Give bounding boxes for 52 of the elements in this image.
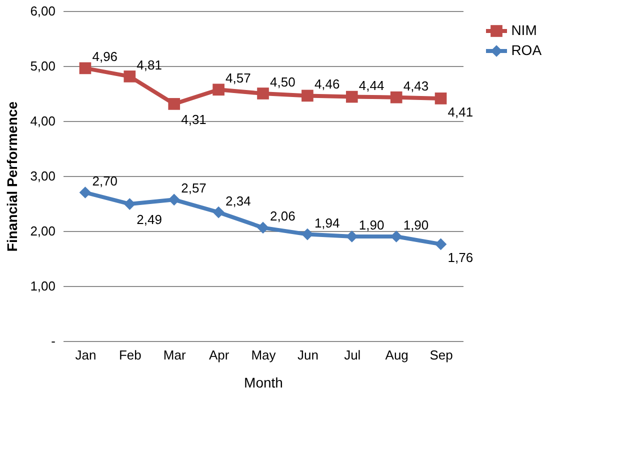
point bbox=[346, 90, 358, 103]
point bbox=[434, 238, 447, 250]
data-label: 4,44 bbox=[358, 78, 384, 93]
point bbox=[390, 91, 402, 104]
data-label: 4,96 bbox=[92, 49, 118, 64]
x-tick-label: Apr bbox=[208, 348, 230, 362]
data-label: 4,31 bbox=[181, 112, 206, 127]
data-label: 2,49 bbox=[136, 212, 162, 228]
data-label: 1,94 bbox=[314, 215, 340, 230]
data-label: 1,90 bbox=[403, 218, 429, 232]
x-tick-label: Jun bbox=[297, 348, 318, 362]
data-label: 2,57 bbox=[181, 180, 206, 196]
data-label: 4,57 bbox=[226, 70, 251, 86]
legend-label: NIM bbox=[511, 22, 537, 38]
x-tick-label: Jan bbox=[75, 348, 96, 362]
point bbox=[302, 90, 314, 102]
y-tick-label: 2,00 bbox=[30, 224, 56, 238]
x-tick-label: May bbox=[251, 348, 276, 362]
x-tick-label: Aug bbox=[385, 348, 408, 362]
data-label: 4,41 bbox=[448, 104, 474, 120]
point bbox=[168, 98, 180, 110]
data-label: 1,90 bbox=[358, 218, 384, 232]
data-label: 4,50 bbox=[270, 74, 296, 90]
data-label: 2,06 bbox=[270, 208, 296, 224]
point bbox=[124, 70, 136, 82]
y-tick-label: 1,00 bbox=[30, 278, 56, 294]
y-tick-label: 5,00 bbox=[30, 58, 56, 74]
point bbox=[79, 62, 92, 74]
y-tick-label: 4,00 bbox=[30, 114, 56, 128]
point bbox=[257, 222, 269, 234]
legend-label: ROA bbox=[511, 42, 542, 58]
data-label: 4,43 bbox=[403, 78, 429, 94]
data-label: 1,76 bbox=[448, 250, 474, 266]
data-label: 2,70 bbox=[92, 174, 118, 188]
point bbox=[79, 186, 92, 198]
y-tick-label: 3,00 bbox=[30, 168, 56, 184]
point bbox=[257, 88, 269, 100]
y-tick-label: - bbox=[51, 334, 56, 348]
y-axis-title: Financial Performence bbox=[4, 101, 20, 252]
data-label: 4,81 bbox=[136, 57, 162, 72]
point bbox=[168, 194, 180, 206]
data-label: 4,46 bbox=[314, 76, 340, 92]
x-tick-label: Feb bbox=[118, 348, 142, 362]
x-axis-title: Month bbox=[244, 374, 283, 390]
x-tick-label: Jul bbox=[344, 348, 361, 362]
data-label: 2,34 bbox=[226, 193, 251, 208]
point bbox=[212, 84, 224, 96]
x-tick-label: Sep bbox=[430, 348, 453, 362]
y-tick-label: 6,00 bbox=[30, 4, 56, 18]
point bbox=[434, 92, 447, 104]
x-tick-label: Mar bbox=[163, 348, 186, 362]
point bbox=[212, 206, 224, 218]
